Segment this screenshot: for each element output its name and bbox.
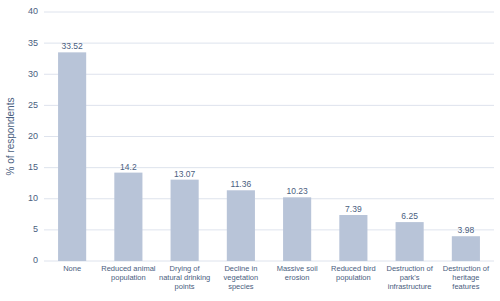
x-tick-label-line: vegetation bbox=[224, 273, 259, 282]
bar bbox=[58, 52, 86, 261]
chart-svg: 0 5 10 15 20 25 30 35 40 % of respondents 33.52 14.… bbox=[0, 0, 500, 301]
grid-line bbox=[44, 74, 494, 75]
x-tick-label-line: Massive soil bbox=[277, 264, 318, 273]
grid-line bbox=[44, 12, 494, 13]
x-tick-label: None bbox=[63, 264, 81, 273]
x-tick-label-line: Reduced bird bbox=[331, 264, 376, 273]
grid-line bbox=[44, 198, 494, 199]
y-tick-label: 20 bbox=[28, 131, 38, 141]
x-tick-label-line: infrastructure bbox=[388, 282, 432, 291]
x-tick-label-line: Decline in bbox=[224, 264, 257, 273]
grid-line bbox=[44, 105, 494, 106]
grid-line bbox=[44, 167, 494, 168]
data-label: 7.39 bbox=[345, 204, 362, 214]
bar bbox=[227, 190, 255, 261]
grid-line bbox=[44, 43, 494, 44]
x-tick-label-line: Destruction of bbox=[386, 264, 433, 273]
y-tick-label: 30 bbox=[28, 69, 38, 79]
x-tick-label-line: population bbox=[336, 273, 371, 282]
y-tick-label: 10 bbox=[28, 193, 38, 203]
bar bbox=[452, 236, 480, 261]
x-tick-label: Reduced animalpopulation bbox=[101, 264, 156, 282]
x-tick-label-line: points bbox=[175, 282, 195, 291]
bar bbox=[114, 173, 142, 261]
y-tick-label: 15 bbox=[28, 162, 38, 172]
y-axis-label: % of respondents bbox=[5, 98, 16, 176]
x-tick-label: Destruction ofpark'sinfrastructure bbox=[386, 264, 433, 291]
x-tick-label-line: features bbox=[452, 282, 479, 291]
data-label: 13.07 bbox=[174, 169, 196, 179]
x-tick-label-line: population bbox=[111, 273, 146, 282]
x-tick-label: Reduced birdpopulation bbox=[331, 264, 376, 282]
data-label: 14.2 bbox=[120, 162, 137, 172]
x-tick-label-line: Destruction of bbox=[443, 264, 490, 273]
x-tick-label: Drying ofnatural drinkingpoints bbox=[159, 264, 210, 291]
y-tick-label: 40 bbox=[28, 6, 38, 16]
grid-line bbox=[44, 136, 494, 137]
data-label: 33.52 bbox=[61, 41, 83, 51]
bar bbox=[171, 180, 199, 261]
x-tick-label: Massive soilerosion bbox=[277, 264, 318, 282]
grid-line bbox=[44, 261, 494, 262]
bar bbox=[339, 215, 367, 261]
bars bbox=[58, 52, 480, 261]
bar bbox=[283, 197, 311, 261]
bar bbox=[396, 222, 424, 261]
data-label: 11.36 bbox=[231, 179, 252, 189]
x-tick-label-line: Drying of bbox=[170, 264, 201, 273]
data-label: 6.25 bbox=[401, 211, 418, 221]
x-tick-label-line: Reduced animal bbox=[101, 264, 156, 273]
y-tick-label: 25 bbox=[28, 100, 38, 110]
x-tick-label-line: erosion bbox=[285, 273, 310, 282]
x-tick-label-line: None bbox=[63, 264, 81, 273]
x-tick-label-line: heritage bbox=[452, 273, 479, 282]
y-tick-label: 0 bbox=[33, 255, 38, 265]
y-tick-label: 35 bbox=[28, 38, 38, 48]
chart-container: 0 5 10 15 20 25 30 35 40 % of respondents 33.52 14.… bbox=[0, 0, 500, 301]
x-tick-label-line: natural drinking bbox=[159, 273, 210, 282]
data-label: 10.23 bbox=[286, 186, 308, 196]
x-tick-label: Decline invegetationspecies bbox=[224, 264, 259, 291]
grid bbox=[44, 12, 494, 261]
x-tick-label-line: species bbox=[228, 282, 254, 291]
grid-line bbox=[44, 229, 494, 230]
x-tick-label: Destruction ofheritagefeatures bbox=[443, 264, 490, 291]
data-label: 3.98 bbox=[458, 225, 475, 235]
y-tick-label: 5 bbox=[33, 224, 38, 234]
x-tick-label-line: park's bbox=[400, 273, 420, 282]
